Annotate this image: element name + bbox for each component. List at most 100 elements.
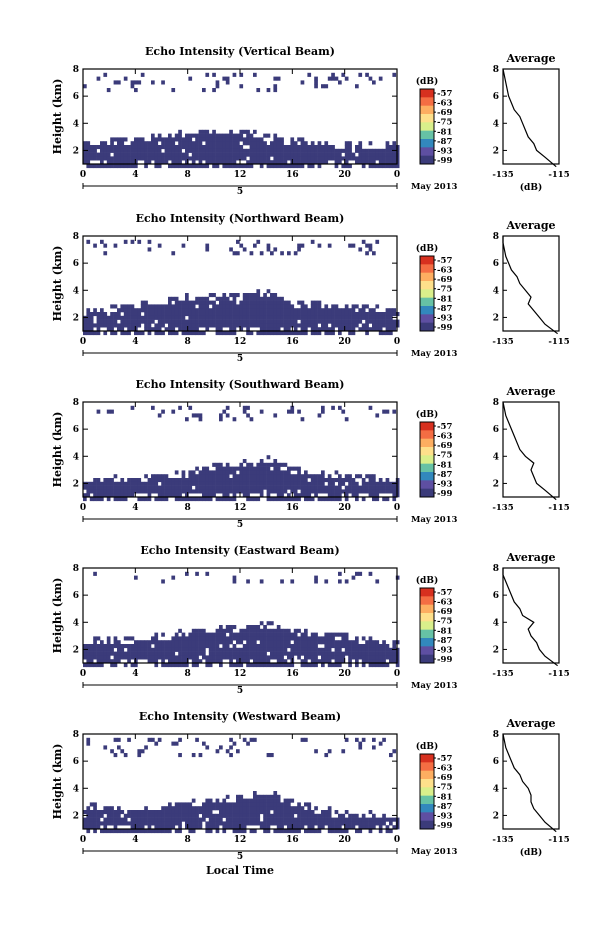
echo-cell <box>300 825 305 830</box>
echo-cell <box>351 331 356 336</box>
echo-cell <box>157 137 162 142</box>
echo-cell <box>144 821 148 826</box>
echo-cell <box>287 829 291 834</box>
echo-cell <box>195 636 199 641</box>
echo-cell <box>147 481 152 486</box>
echo-cell <box>297 145 301 150</box>
echo-cell <box>123 829 128 834</box>
echo-cell <box>195 821 199 826</box>
echo-cell <box>242 293 247 298</box>
echo-cell <box>280 148 284 153</box>
echo-cell <box>164 821 169 826</box>
echo-cell <box>378 489 383 494</box>
echo-cell <box>168 304 172 309</box>
colorbar-tick-label: -75 <box>437 783 452 793</box>
echo-cell <box>205 296 210 301</box>
chart-title: Echo Intensity (Eastward Beam) <box>140 544 339 557</box>
echo-cell <box>266 474 271 479</box>
echo-cell <box>93 156 97 161</box>
echo-cell <box>310 315 315 320</box>
echo-cell <box>287 497 291 502</box>
echo-cell <box>154 636 159 641</box>
echo-cell <box>232 485 237 490</box>
echo-cell <box>290 644 295 649</box>
echo-cell <box>365 243 369 248</box>
echo-cell <box>157 737 162 742</box>
echo-cell <box>222 315 227 320</box>
echo-cell <box>212 489 216 494</box>
echo-cell <box>134 651 138 656</box>
echo-cell <box>117 312 121 317</box>
echo-cell <box>310 481 315 486</box>
echo-cell <box>113 813 118 818</box>
echo-cell <box>280 296 284 301</box>
echo-cell <box>222 493 227 498</box>
echo-cell <box>334 323 339 328</box>
echo-cell <box>270 323 274 328</box>
echo-cell <box>259 640 264 645</box>
echo-cell <box>225 466 230 471</box>
average-profile-line <box>502 68 557 168</box>
echo-cell <box>147 319 152 324</box>
x-tick-label: 8 <box>185 835 191 845</box>
echo-cell <box>117 485 121 490</box>
echo-cell <box>280 489 284 494</box>
echo-cell <box>321 651 325 656</box>
echo-cell <box>205 478 210 483</box>
echo-cell <box>310 478 315 483</box>
echo-cell <box>100 323 104 328</box>
echo-cell <box>212 659 216 664</box>
echo-cell <box>144 148 148 153</box>
echo-cell <box>212 821 216 826</box>
echo-cell <box>134 156 138 161</box>
echo-cell <box>157 308 162 313</box>
echo-cell <box>280 251 284 256</box>
echo-cell <box>195 825 199 830</box>
echo-cell <box>365 148 369 153</box>
echo-cell <box>297 148 301 153</box>
echo-cell <box>168 813 172 818</box>
echo-cell <box>215 798 220 803</box>
echo-cell <box>123 304 128 309</box>
echo-cell <box>270 497 274 502</box>
echo-cell <box>103 647 108 652</box>
echo-cell <box>120 481 125 486</box>
echo-cell <box>110 156 114 161</box>
echo-cell <box>259 579 264 584</box>
echo-cell <box>300 315 305 320</box>
echo-cell <box>171 148 176 153</box>
echo-cell <box>256 239 261 244</box>
echo-cell <box>93 571 97 576</box>
echo-cell <box>314 636 318 641</box>
echo-cell <box>174 331 179 336</box>
echo-cell <box>395 489 400 494</box>
echo-cell <box>249 474 254 479</box>
echo-cell <box>130 156 135 161</box>
echo-cell <box>317 825 322 830</box>
echo-cell <box>351 644 356 649</box>
echo-cell <box>181 651 186 656</box>
echo-cell <box>239 304 244 309</box>
echo-cell <box>368 810 373 815</box>
echo-cell <box>290 579 295 584</box>
echo-cell <box>259 409 264 414</box>
echo-cell <box>222 319 227 324</box>
echo-cell <box>242 156 247 161</box>
echo-cell <box>134 137 138 142</box>
echo-cell <box>140 137 145 142</box>
echo-cell <box>348 312 352 317</box>
echo-cell <box>361 312 366 317</box>
echo-cell <box>225 806 230 811</box>
echo-cell <box>178 659 182 664</box>
echo-cell <box>205 466 210 471</box>
echo-cell <box>297 825 301 830</box>
echo-cell <box>300 647 305 652</box>
echo-cell <box>171 327 176 332</box>
echo-cell <box>222 647 227 652</box>
echo-cell <box>344 308 349 313</box>
echo-cell <box>147 821 152 826</box>
echo-cell <box>164 825 169 830</box>
colorbar-swatch <box>420 762 434 772</box>
date-tick-label: 5 <box>237 187 243 197</box>
echo-cell <box>140 304 145 309</box>
